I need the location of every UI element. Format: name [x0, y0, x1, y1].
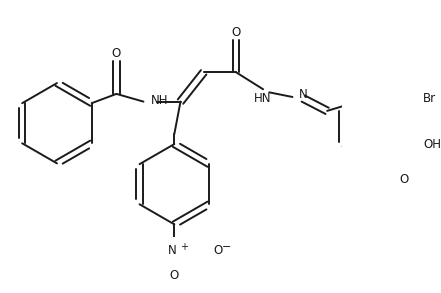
- Text: Br: Br: [423, 92, 436, 105]
- Text: O: O: [214, 244, 223, 257]
- Text: −: −: [221, 242, 231, 252]
- Text: HN: HN: [254, 92, 272, 105]
- Text: +: +: [180, 242, 188, 252]
- Text: NH: NH: [151, 93, 168, 107]
- Text: N: N: [299, 88, 307, 101]
- Text: O: O: [112, 47, 121, 60]
- Text: O: O: [232, 26, 241, 39]
- Text: N: N: [168, 244, 176, 257]
- Text: O: O: [170, 269, 179, 282]
- Text: O: O: [400, 173, 409, 186]
- Text: OH: OH: [423, 138, 441, 151]
